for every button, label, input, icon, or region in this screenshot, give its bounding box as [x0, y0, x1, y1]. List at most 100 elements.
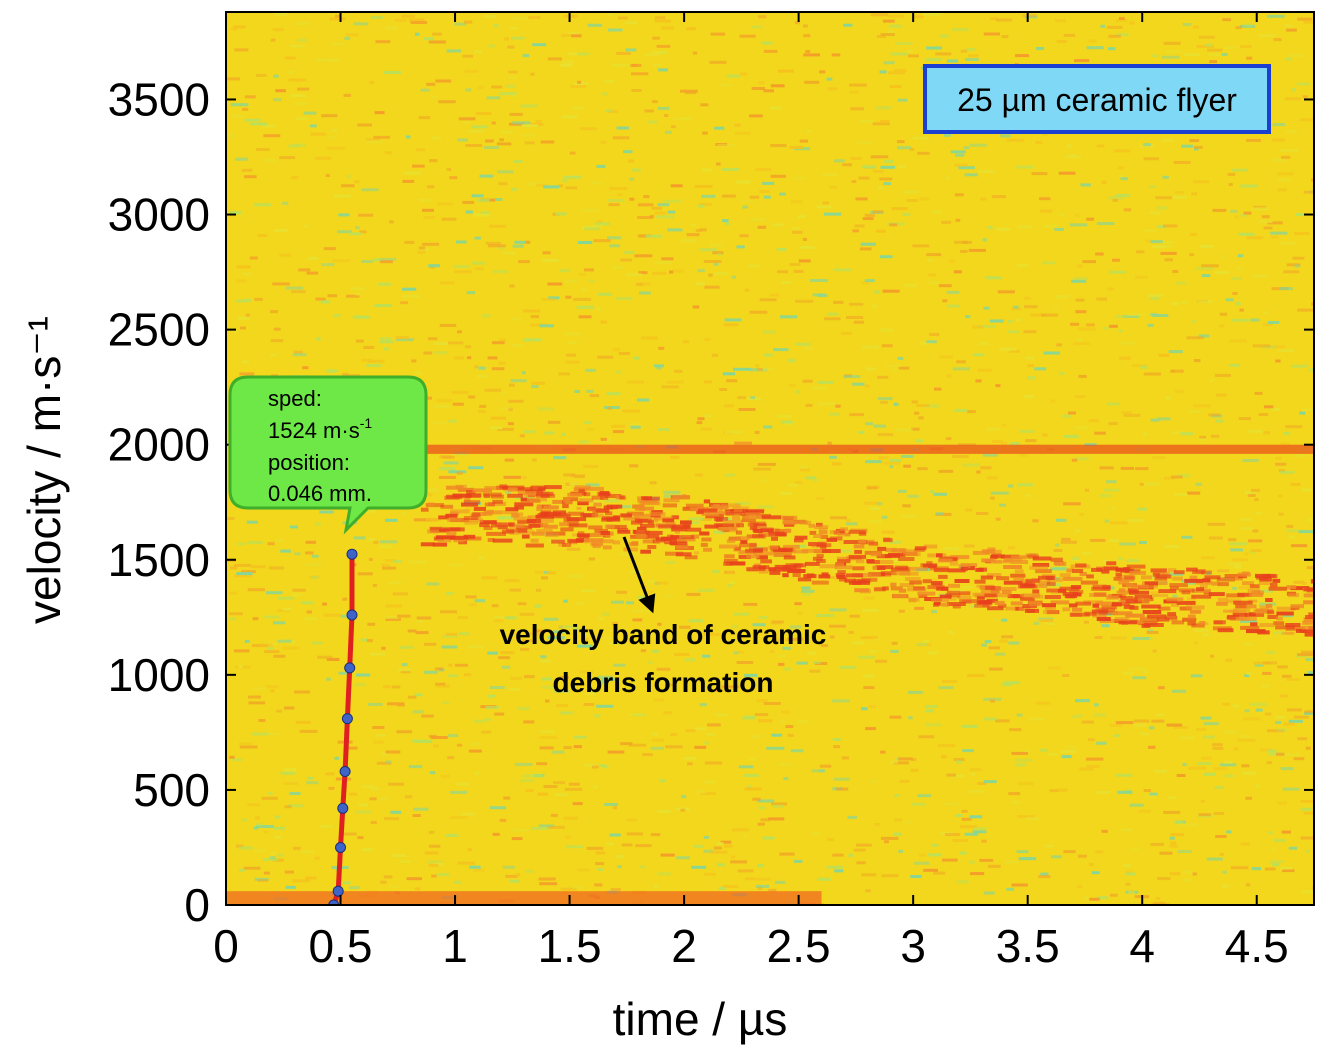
noise-cell — [504, 458, 515, 462]
noise-cell — [857, 141, 872, 145]
noise-cell — [417, 250, 426, 254]
noise-cell — [479, 174, 494, 178]
noise-cell — [420, 88, 430, 92]
noise-cell — [1213, 767, 1228, 771]
noise-cell — [279, 253, 292, 257]
noise-cell — [757, 505, 774, 509]
noise-cell — [1064, 434, 1079, 438]
noise-cell — [676, 856, 690, 860]
noise-cell — [832, 699, 850, 703]
band-cell — [1131, 584, 1149, 589]
band-cell — [1079, 572, 1087, 576]
noise-cell — [520, 647, 530, 651]
noise-cell — [948, 259, 955, 263]
noise-cell — [638, 595, 645, 599]
noise-cell — [779, 720, 786, 724]
noise-cell — [1091, 871, 1100, 875]
noise-cell — [1131, 847, 1140, 850]
noise-cell — [540, 639, 547, 643]
noise-cell — [353, 536, 366, 540]
noise-cell — [295, 720, 311, 724]
noise-cell — [1246, 236, 1264, 240]
noise-cell — [491, 121, 496, 125]
noise-cell — [291, 593, 302, 597]
x-tick-label: 2 — [671, 920, 697, 972]
noise-cell — [468, 466, 484, 470]
noise-cell — [533, 629, 552, 633]
noise-cell — [889, 760, 898, 764]
noise-cell — [968, 248, 986, 252]
noise-cell — [518, 260, 530, 264]
band-cell — [738, 554, 751, 559]
noise-cell — [1042, 261, 1056, 265]
band-cell — [730, 561, 745, 566]
noise-cell — [1305, 746, 1311, 750]
noise-cell — [967, 674, 985, 678]
noise-cell — [322, 602, 327, 606]
band-cell — [458, 540, 467, 545]
noise-cell — [1114, 734, 1121, 738]
noise-cell — [1221, 884, 1229, 888]
band-cell — [492, 499, 503, 504]
noise-cell — [749, 195, 760, 199]
noise-cell — [906, 820, 913, 824]
noise-cell — [1260, 748, 1272, 752]
noise-cell — [975, 379, 982, 383]
noise-cell — [509, 317, 522, 321]
noise-cell — [543, 785, 558, 788]
noise-cell — [263, 134, 281, 138]
noise-cell — [1071, 557, 1080, 560]
band-cell — [758, 569, 769, 574]
band-cell — [600, 495, 609, 500]
noise-cell — [819, 764, 832, 768]
velocity-trace — [328, 548, 358, 905]
noise-cell — [617, 16, 628, 20]
noise-cell — [715, 688, 723, 692]
noise-cell — [436, 873, 450, 877]
noise-cell — [594, 883, 603, 887]
noise-cell — [724, 404, 734, 408]
band-cell — [483, 494, 490, 498]
noise-cell — [226, 77, 241, 81]
band-cell — [1299, 629, 1314, 633]
noise-cell — [600, 320, 608, 324]
band-cell — [561, 500, 573, 505]
noise-cell — [1244, 552, 1249, 556]
band-cell — [1083, 600, 1103, 605]
noise-cell — [626, 601, 634, 605]
noise-cell — [1157, 417, 1171, 421]
noise-cell — [273, 74, 279, 78]
noise-cell — [559, 676, 569, 679]
noise-cell — [383, 685, 391, 689]
noise-cell — [623, 150, 633, 154]
noise-cell — [734, 123, 741, 127]
noise-cell — [489, 426, 503, 430]
x-axis: 0 0.5 1 1.5 2 2.5 3 3.5 4 4.5 — [213, 12, 1289, 972]
noise-cell — [800, 465, 809, 469]
noise-cell — [1156, 206, 1167, 210]
noise-cell — [544, 570, 550, 574]
noise-cell — [1053, 307, 1059, 311]
noise-cell — [1069, 223, 1088, 227]
noise-cell — [945, 437, 952, 441]
noise-cell — [876, 229, 886, 233]
band-cell — [697, 508, 718, 513]
band-cell — [855, 559, 865, 564]
noise-cell — [335, 14, 342, 18]
band-cell — [700, 542, 708, 547]
noise-cell — [943, 802, 960, 806]
noise-cell — [613, 663, 626, 667]
noise-cell — [1096, 222, 1115, 225]
noise-cell — [469, 865, 481, 869]
noise-cell — [559, 63, 573, 67]
noise-cell — [1129, 667, 1146, 671]
noise-cell — [1163, 810, 1181, 814]
noise-cell — [652, 36, 660, 40]
band-cell — [876, 554, 892, 559]
noise-cell — [1271, 138, 1285, 142]
band-cell — [598, 492, 611, 497]
noise-cell — [1040, 209, 1053, 213]
noise-cell — [1272, 123, 1286, 127]
band-cell — [1038, 584, 1048, 588]
noise-cell — [1303, 20, 1314, 24]
